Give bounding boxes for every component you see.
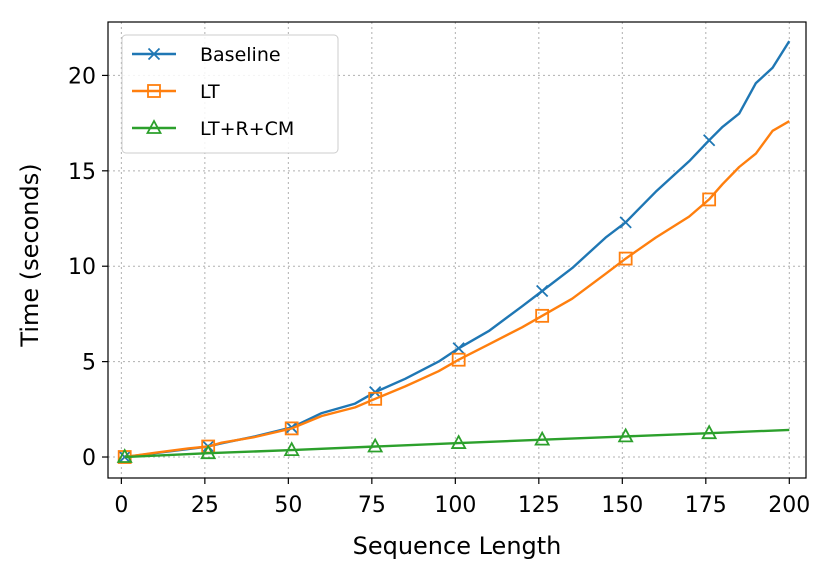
data-point <box>618 251 633 266</box>
x-tick-label: 150 <box>601 493 643 518</box>
x-tick-label: 125 <box>518 493 560 518</box>
legend-marker <box>147 47 161 61</box>
x-axis-ticks: 0 25 50 75 100 125 150 175 200 <box>114 478 810 518</box>
data-point <box>619 216 632 229</box>
y-tick-label: 15 <box>68 160 96 185</box>
data-point <box>118 450 131 464</box>
data-point <box>701 424 718 440</box>
legend: Baseline LT LT+R+CM <box>121 34 339 154</box>
x-tick-label: 25 <box>191 493 219 518</box>
legend-label: LT+R+CM <box>200 118 294 140</box>
data-point <box>702 192 717 207</box>
data-point <box>200 444 217 460</box>
x-tick-label: 200 <box>768 493 810 518</box>
series-lt-r-cm <box>116 424 790 463</box>
data-point <box>617 427 634 443</box>
legend-label: LT <box>200 81 220 103</box>
legend-marker <box>147 84 161 98</box>
data-point <box>283 441 300 457</box>
y-tick-label: 20 <box>68 64 96 89</box>
y-axis-label: Time (seconds) <box>16 163 44 347</box>
y-tick-label: 5 <box>82 351 96 376</box>
y-axis-ticks: 0 5 10 15 20 <box>68 64 108 471</box>
x-tick-label: 75 <box>358 493 386 518</box>
x-tick-label: 0 <box>114 493 128 518</box>
data-point <box>703 134 716 147</box>
plot-frame <box>107 21 807 479</box>
data-point <box>535 308 550 323</box>
data-point <box>451 352 466 367</box>
series-lt <box>117 120 790 464</box>
data-point <box>450 434 467 449</box>
data-point <box>534 430 551 446</box>
series-line <box>124 428 790 459</box>
series-layer <box>116 40 791 464</box>
series-line <box>124 120 790 459</box>
y-tick-label: 10 <box>68 255 96 280</box>
data-point <box>452 342 465 355</box>
y-tick-label: 0 <box>82 446 96 471</box>
legend-marker <box>145 119 163 134</box>
data-point <box>368 391 383 406</box>
x-axis-label: Sequence Length <box>353 532 562 560</box>
x-tick-label: 50 <box>274 493 302 518</box>
data-point <box>116 448 133 463</box>
legend-box <box>121 34 339 154</box>
data-point <box>536 284 549 298</box>
legend-label: Baseline <box>200 44 281 66</box>
data-point <box>367 437 384 453</box>
x-tick-label: 100 <box>434 493 476 518</box>
data-point <box>284 421 299 436</box>
x-tick-label: 175 <box>685 493 727 518</box>
